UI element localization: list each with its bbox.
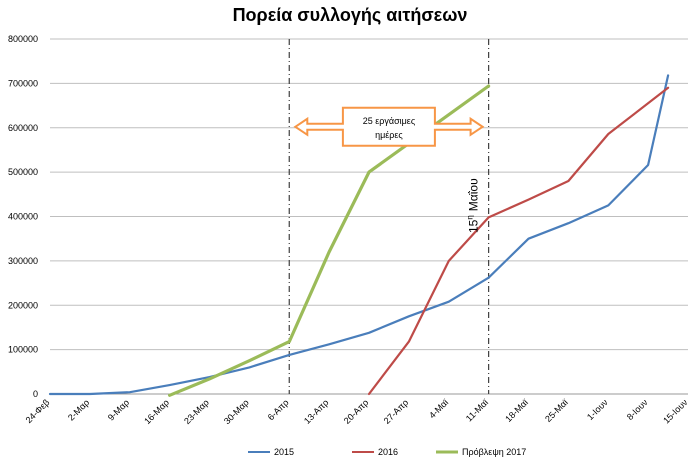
x-tick-label: 27-Απρ <box>382 397 411 426</box>
series-line <box>168 84 491 397</box>
legend-label: 2016 <box>378 447 398 457</box>
chart-title: Πορεία συλλογής αιτήσεων <box>233 5 468 25</box>
vertical-date-label: 15η Μαΐου <box>466 178 481 233</box>
arrow-label-line1: 25 εργάσιμες <box>363 116 416 126</box>
x-tick-label: 8-Ιουν <box>625 397 650 422</box>
y-tick-label: 100000 <box>8 345 38 355</box>
series-line <box>48 74 670 396</box>
series-lines <box>48 74 670 397</box>
y-tick-label: 300000 <box>8 256 38 266</box>
x-tick-label: 16-Μαρ <box>142 397 171 426</box>
x-tick-label: 30-Μαρ <box>222 397 251 426</box>
x-tick-label: 23-Μαρ <box>182 397 211 426</box>
y-tick-label: 500000 <box>8 167 38 177</box>
x-tick-label: 9-Μαρ <box>106 397 131 422</box>
y-tick-label: 600000 <box>8 123 38 133</box>
legend-label: 2015 <box>274 447 294 457</box>
y-tick-label: 800000 <box>8 34 38 44</box>
legend-label: Πρόβλεψη 2017 <box>462 447 526 457</box>
vertical-label-number: 15 <box>467 219 481 233</box>
x-tick-label: 4-Μαϊ <box>427 397 451 421</box>
vertical-label-month: Μαΐου <box>467 178 481 211</box>
y-tick-label: 400000 <box>8 212 38 222</box>
x-tick-label: 2-Μαρ <box>66 397 91 422</box>
gridlines <box>50 38 688 395</box>
x-tick-label: 11-Μαϊ <box>464 397 491 424</box>
x-tick-label: 20-Απρ <box>342 397 371 426</box>
y-tick-label: 0 <box>33 389 38 399</box>
series-line <box>367 86 670 396</box>
reference-lines <box>288 39 490 394</box>
x-tick-label: 1-Ιουν <box>585 397 610 422</box>
x-tick-label: 18-Μαϊ <box>503 397 530 424</box>
arrow-label-line2: ημέρες <box>375 130 403 140</box>
x-tick-label: 24-Φεβ <box>24 397 52 425</box>
x-tick-label: 13-Απρ <box>302 397 331 426</box>
x-tick-label: 15-Ιουν <box>661 397 690 426</box>
y-tick-label: 200000 <box>8 300 38 310</box>
vertical-label-superscript: η <box>466 215 475 219</box>
y-axis-ticks: 0 100000 200000 300000 400000 500000 600000 700… <box>8 34 38 399</box>
x-tick-label: 25-Μαϊ <box>543 397 570 424</box>
x-tick-label: 6-Απρ <box>266 397 291 422</box>
double-arrow-annotation <box>293 106 485 147</box>
y-tick-label: 700000 <box>8 78 38 88</box>
annotations: 25 εργάσιμες ημέρες 15η Μαΐου <box>293 106 485 233</box>
x-axis-ticks: 24-Φεβ 2-Μαρ 9-Μαρ 16-Μαρ 23-Μαρ 30-Μαρ 6-Απρ 1… <box>24 397 690 427</box>
legend: 2015 2016 Πρόβλεψη 2017 <box>248 447 526 457</box>
